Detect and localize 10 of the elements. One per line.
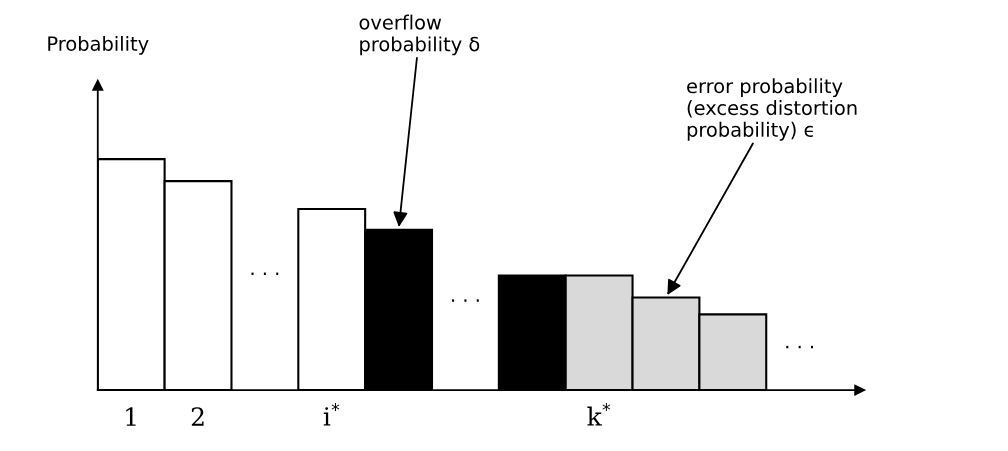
x-tick-label: k$^{*}$	[587, 403, 611, 426]
x-tick-label: i$^{*}$	[323, 403, 340, 426]
text: error probability (excess distortion probability) ϵ	[687, 78, 857, 141]
annotation: · · ·	[786, 345, 814, 349]
text: Probability	[48, 35, 149, 55]
annotation: · · ·	[251, 272, 279, 275]
x-tick-label: 2	[191, 407, 204, 426]
x-tick-label: 1	[126, 407, 136, 426]
text: overflow probability δ	[359, 14, 480, 56]
annotation: · · ·	[452, 299, 479, 302]
